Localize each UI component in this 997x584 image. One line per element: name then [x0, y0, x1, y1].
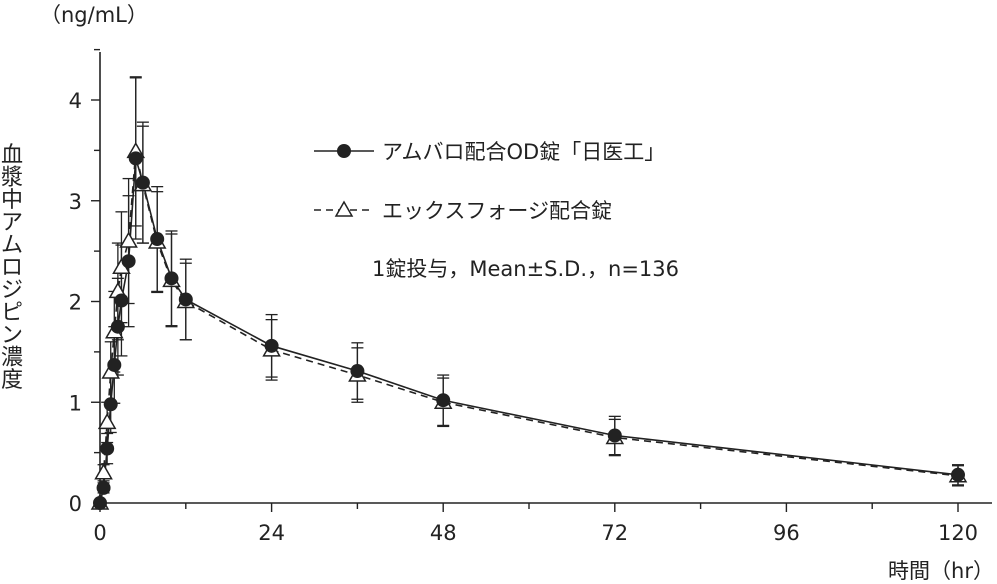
y-tick-label: 4 — [69, 89, 82, 113]
data-point — [96, 480, 111, 495]
data-point — [103, 397, 118, 412]
y-axis-label-char: 血 — [1, 143, 23, 168]
x-axis-label: 時間（hr） — [888, 559, 994, 583]
data-point — [128, 151, 143, 166]
data-point — [119, 231, 138, 248]
y-axis-label-char: ア — [1, 211, 23, 236]
x-tick-label: 24 — [258, 521, 285, 545]
y-axis-label-char: ン — [1, 323, 23, 348]
y-axis-label-char: 中 — [1, 188, 23, 213]
legend-label-series-1: アムバロ配合OD錠「日医工」 — [382, 140, 665, 164]
legend: アムバロ配合OD錠「日医工」 エックスフォージ配合錠 1錠投与，Mean±S.D… — [314, 140, 679, 281]
x-tick-label: 0 — [93, 521, 106, 545]
y-tick-label: 1 — [69, 391, 82, 415]
y-axis-label-char: ム — [1, 233, 23, 258]
x-tick-label: 96 — [773, 521, 800, 545]
chart-annotation: 1錠投与，Mean±S.D.，n=136 — [372, 257, 679, 281]
data-point — [607, 428, 622, 443]
data-point — [97, 412, 117, 430]
y-axis-label-char: ピ — [1, 301, 23, 326]
data-point — [135, 175, 150, 190]
data-point — [178, 292, 193, 307]
y-tick-label: 3 — [69, 190, 82, 214]
data-point — [264, 338, 279, 353]
y-unit-label: （ng/mL） — [40, 3, 148, 27]
y-tick-label: 2 — [69, 291, 82, 315]
plot-area — [90, 76, 968, 510]
data-point — [114, 293, 129, 308]
data-point — [94, 463, 113, 480]
tick-labels: 0 1 2 3 4 0 24 48 72 96 120 — [69, 89, 978, 545]
y-axis-label-char: 濃 — [1, 346, 23, 371]
data-point — [107, 357, 122, 372]
legend-entry-series-2: エックスフォージ配合錠 — [314, 199, 612, 223]
legend-entry-series-1: アムバロ配合OD錠「日医工」 — [314, 140, 665, 164]
data-point — [93, 496, 107, 510]
data-point — [164, 271, 179, 286]
y-tick-label: 0 — [69, 492, 82, 516]
x-tick-label: 72 — [601, 521, 628, 545]
data-point — [121, 254, 136, 269]
data-point — [100, 441, 115, 456]
series-line — [99, 151, 959, 504]
data-point — [110, 319, 125, 334]
y-axis-label-char: ロ — [1, 256, 23, 281]
data-point — [350, 364, 365, 379]
data-point — [951, 467, 965, 482]
data-point — [150, 232, 165, 247]
legend-label-series-2: エックスフォージ配合錠 — [382, 199, 612, 223]
y-axis-label-char: 漿 — [1, 166, 23, 191]
data-point — [436, 393, 451, 408]
x-tick-label: 48 — [430, 521, 457, 545]
x-tick-label: 120 — [938, 521, 978, 545]
y-axis-label-char: ジ — [1, 278, 23, 303]
series-1-markers — [93, 151, 965, 510]
y-axis-label-char: 度 — [1, 368, 23, 393]
